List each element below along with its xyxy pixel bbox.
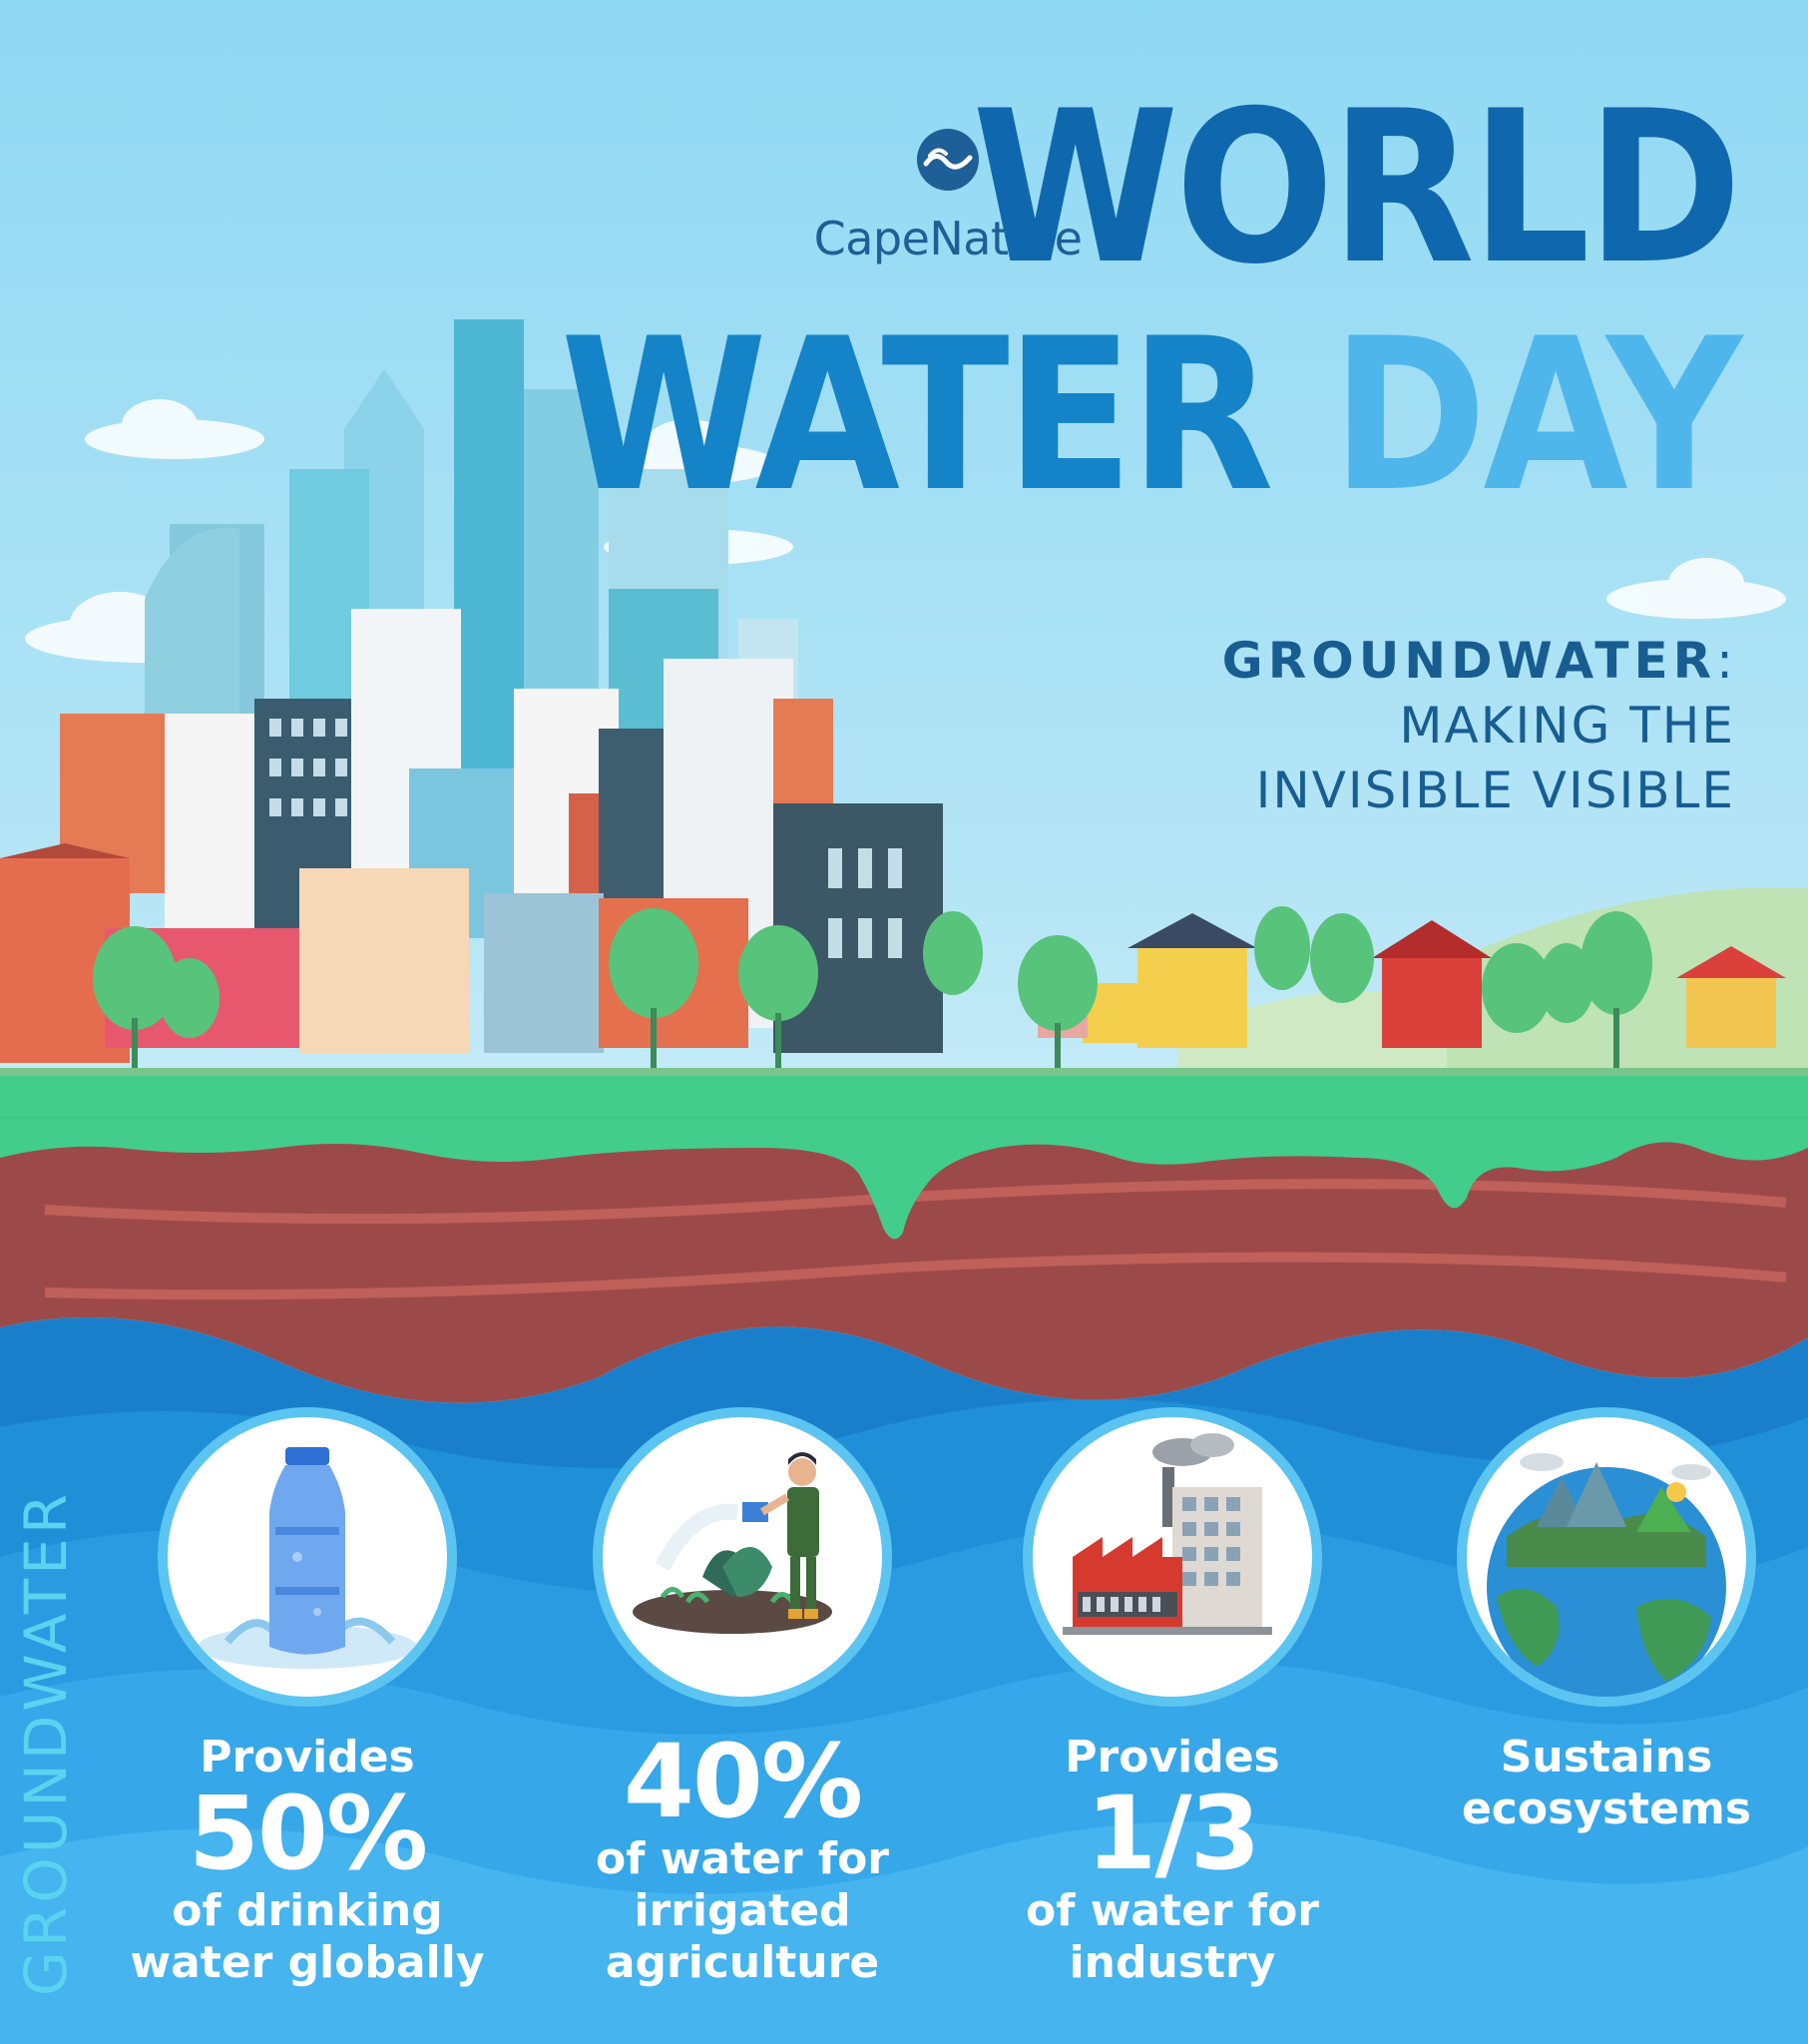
water-bottle-icon: [158, 1407, 457, 1707]
trees: [93, 906, 1652, 1038]
stat-ecosystems: Sustains ecosystems: [1417, 1407, 1796, 1834]
subtitle-line-2: MAKING THE: [1399, 697, 1735, 755]
title-water-day: WATER DAY: [561, 310, 1742, 522]
stat-4-pre: Sustains: [1500, 1732, 1713, 1783]
stat-2-post-1: of water for: [596, 1833, 889, 1884]
grass-layer: [0, 1076, 1808, 1240]
stat-2-post-3: agriculture: [605, 1936, 880, 1988]
title-water: WATER: [560, 293, 1274, 539]
subtitle-colon: :: [1716, 632, 1735, 690]
capenature-wave-logo-icon: [917, 129, 979, 191]
stat-1-post-2: water globally: [130, 1936, 485, 1988]
stat-3-post-1: of water for: [1026, 1884, 1319, 1936]
title-world: WORLD: [972, 66, 1742, 311]
subtitle-line-3: INVISIBLE VISIBLE: [1255, 762, 1735, 819]
farmer-watering-plants-icon: [593, 1407, 892, 1707]
stat-1-pre: Provides: [200, 1732, 415, 1783]
subtitle-theme: GROUNDWATER: [1221, 632, 1717, 690]
stat-4-post-1: ecosystems: [1461, 1783, 1752, 1834]
brand-name: CapeNature: [813, 212, 1083, 265]
stat-irrigated-agriculture: 40% of water for irrigated agriculture: [553, 1407, 932, 2026]
stat-3-value: 1/3: [1086, 1774, 1260, 1893]
factory-icon: [1023, 1407, 1322, 1707]
stat-industry: Provides 1/3 of water for industry: [983, 1407, 1362, 2026]
stat-2-value: 40%: [623, 1723, 863, 1841]
groundwater-side-label: GROUNDWATER: [12, 1489, 80, 1996]
stat-3-pre: Provides: [1065, 1732, 1280, 1783]
stat-1-value: 50%: [188, 1774, 428, 1893]
title-day: DAY: [1331, 293, 1742, 539]
subtitle: GROUNDWATER: MAKING THE INVISIBLE VISIBL…: [1222, 629, 1735, 823]
earth-ecosystem-icon: [1457, 1407, 1756, 1707]
stat-drinking-water: Provides 50% of drinking water globally: [118, 1407, 497, 2026]
stat-3-post-2: industry: [1069, 1936, 1276, 1988]
stat-1-post-1: of drinking: [172, 1884, 443, 1936]
soil-layer: [0, 1098, 1808, 1403]
stat-2-post-2: irrigated: [634, 1884, 851, 1936]
